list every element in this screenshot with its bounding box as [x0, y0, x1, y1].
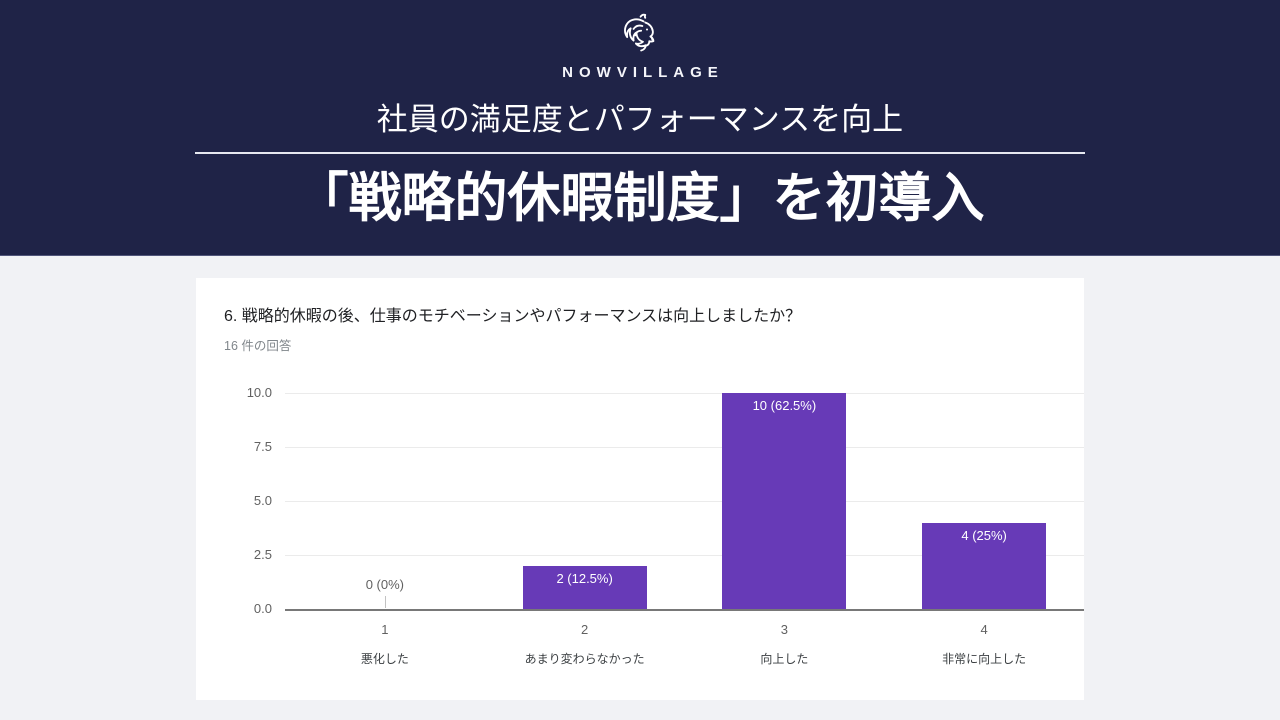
brand-name: NOWVILLAGE — [562, 64, 724, 81]
brand-logo: NOWVILLAGE — [0, 12, 1280, 81]
bar-slot: 4 (25%) — [884, 393, 1084, 609]
bar-value-label: 0 (0%) — [365, 577, 405, 592]
y-tick-label: 7.5 — [253, 439, 272, 454]
divider-line — [195, 152, 1085, 154]
category-label: 向上した — [760, 652, 809, 666]
plot-area: 0.0 2.5 5.0 7.5 10.0 0 (0%) 1 悪化した 2 (12.5%) 2 あまり… — [247, 385, 1084, 666]
gridline — [285, 555, 1084, 556]
chart-response-count: 16 件の回答 — [224, 339, 292, 353]
category-label: 非常に向上した — [942, 652, 1027, 666]
gridline — [285, 393, 1084, 394]
x-tick-label: 2 — [581, 622, 589, 637]
bar-slot: 10 (62.5%) — [685, 393, 885, 609]
header-band: NOWVILLAGE 社員の満足度とパフォーマンスを向上 「戦略的休暇制度」を初… — [0, 0, 1280, 256]
bar: 2 (12.5%) — [522, 565, 647, 609]
category-label: あまり変わらなかった — [524, 652, 645, 666]
bar-value-label: 4 (25%) — [961, 527, 1007, 543]
category-label: 悪化した — [360, 652, 409, 666]
y-tick-label: 5.0 — [253, 493, 272, 508]
y-tick-label: 2.5 — [253, 547, 272, 562]
gridline — [285, 501, 1084, 502]
bar: 10 (62.5%) — [722, 393, 847, 609]
slide-subtitle: 社員の満足度とパフォーマンスを向上 — [376, 102, 904, 137]
bar-value-label: 2 (12.5%) — [556, 570, 613, 586]
x-axis-line — [285, 609, 1084, 611]
bar: 4 (25%) — [922, 522, 1047, 609]
chart-question-title: 6. 戦略的休暇の後、仕事のモチベーションやパフォーマンスは向上しましたか？ — [224, 308, 802, 325]
slide-title: 「戦略的休暇制度」を初導入 — [295, 169, 985, 228]
zero-tick-mark — [384, 596, 386, 608]
x-tick-label: 4 — [980, 622, 988, 637]
chart-card: 6. 戦略的休暇の後、仕事のモチベーションやパフォーマンスは向上しましたか？ 1… — [196, 278, 1084, 700]
y-tick-label: 0.0 — [253, 601, 272, 616]
lion-icon — [612, 12, 668, 61]
y-tick-label: 10.0 — [246, 385, 272, 400]
x-tick-label: 3 — [780, 622, 788, 637]
bar-slot: 0 (0%) — [285, 393, 485, 609]
bar-value-label: 10 (62.5%) — [752, 398, 817, 413]
gridline — [285, 447, 1084, 448]
bar-slot: 2 (12.5%) — [485, 393, 685, 609]
x-tick-label: 1 — [381, 622, 389, 637]
